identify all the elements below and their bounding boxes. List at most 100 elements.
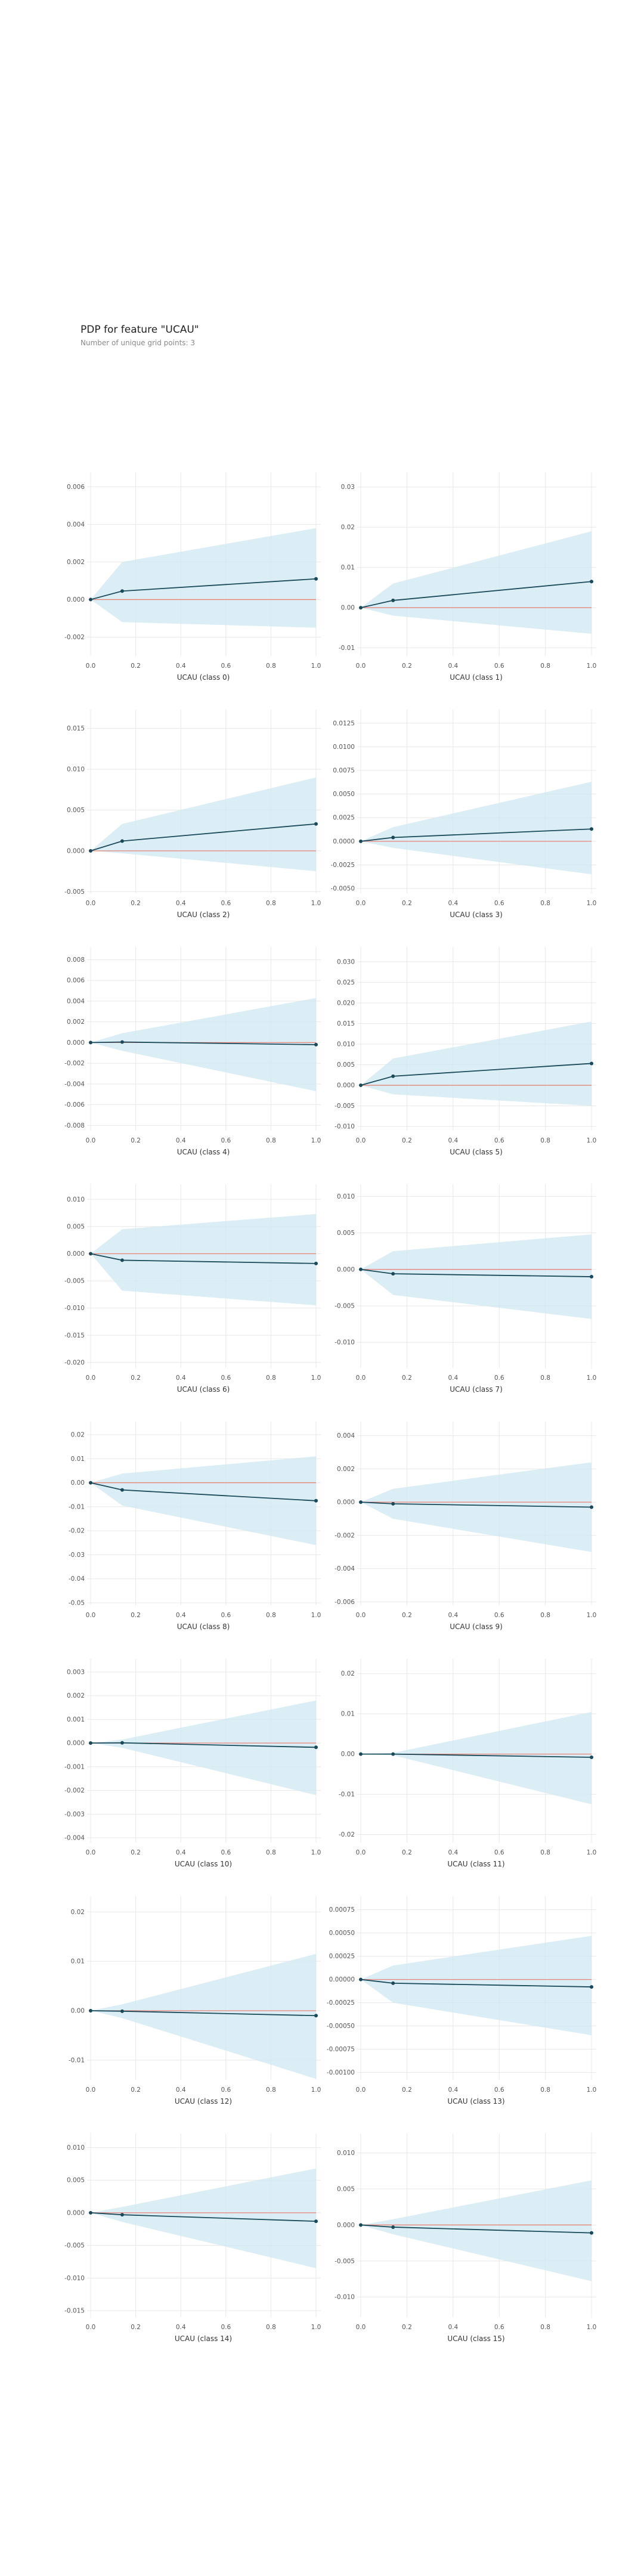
x-tick-label: 0.2 <box>131 1374 141 1382</box>
x-tick-label: 0.0 <box>356 1374 366 1382</box>
confidence-band <box>361 1021 592 1106</box>
x-tick-label: 0.8 <box>266 1612 276 1619</box>
y-tick-label: 0.00 <box>71 2008 85 2015</box>
x-tick-label: 0.0 <box>86 1137 96 1144</box>
y-tick-label: 0.010 <box>337 2150 355 2157</box>
y-tick-label: 0.002 <box>67 1692 85 1699</box>
y-tick-label: 0.00000 <box>329 1976 355 1983</box>
y-tick-label: -0.02 <box>69 1528 85 1535</box>
y-tick-label: 0.010 <box>67 766 85 773</box>
y-tick-label: 0.003 <box>67 1668 85 1676</box>
pdp-point <box>359 2223 363 2227</box>
x-tick-label: 1.0 <box>587 2324 597 2331</box>
x-tick-label: 0.6 <box>221 662 231 670</box>
page-title: PDP for feature "UCAU" <box>80 324 199 336</box>
x-tick-label: 0.2 <box>131 1849 141 1856</box>
x-tick-label: 0.8 <box>540 1137 550 1144</box>
pdp-point <box>89 1041 92 1045</box>
x-tick-label: 0.0 <box>356 2324 366 2331</box>
confidence-band <box>361 782 592 875</box>
pdp-chart-class-7: 0.0 0.2 0.4 0.6 0.8 1.0 -0.010 -0.005 0.000 0.005… <box>335 1184 596 1394</box>
x-tick-label: 0.0 <box>356 662 366 670</box>
y-tick-label: 0.005 <box>67 1223 85 1230</box>
y-tick-label: -0.00075 <box>327 2046 355 2053</box>
x-axis-label: UCAU (class 8) <box>177 1623 230 1631</box>
pdp-point <box>590 1061 593 1066</box>
x-axis-label: UCAU (class 4) <box>177 1148 230 1156</box>
x-axis-label: UCAU (class 7) <box>450 1385 503 1394</box>
y-tick-label: 0.008 <box>67 956 85 964</box>
y-tick-label: 0.005 <box>337 1230 355 1237</box>
confidence-band <box>91 777 316 872</box>
pdp-point <box>314 822 318 826</box>
y-tick-label: 0.00025 <box>329 1953 355 1960</box>
pdp-point <box>120 839 124 843</box>
confidence-band <box>361 1711 592 1804</box>
y-tick-label: 0.00 <box>341 1751 355 1758</box>
pdp-point <box>89 849 92 853</box>
y-tick-label: -0.010 <box>64 2275 85 2282</box>
x-axis-label: UCAU (class 5) <box>450 1148 503 1156</box>
x-tick-label: 0.4 <box>176 2086 186 2094</box>
x-tick-label: 0.6 <box>221 1612 231 1619</box>
x-tick-label: 0.6 <box>221 2086 231 2094</box>
x-tick-label: 0.6 <box>494 1137 504 1144</box>
x-tick-label: 0.8 <box>266 900 276 907</box>
y-tick-label: -0.02 <box>339 1831 355 1838</box>
x-tick-label: 0.2 <box>131 1137 141 1144</box>
pdp-point <box>590 580 593 584</box>
y-tick-label: 0.00 <box>341 605 355 612</box>
pdp-point <box>314 2219 318 2224</box>
x-tick-label: 0.6 <box>494 662 504 670</box>
x-tick-label: 0.6 <box>221 1374 231 1382</box>
y-tick-label: 0.0125 <box>333 720 355 727</box>
x-axis-label: UCAU (class 3) <box>450 911 503 919</box>
y-tick-label: -0.005 <box>335 2258 355 2265</box>
x-tick-label: 0.6 <box>221 1849 231 1856</box>
x-tick-label: 0.4 <box>176 900 186 907</box>
y-tick-label: 0.002 <box>67 1018 85 1026</box>
pdp-chart-class-12: 0.0 0.2 0.4 0.6 0.8 1.0 -0.01 0.00 0.01 0.02 UCAU … <box>69 1896 321 2106</box>
y-tick-label: 0.006 <box>67 977 85 984</box>
x-tick-label: 0.6 <box>221 2324 231 2331</box>
x-tick-label: 1.0 <box>587 662 597 670</box>
y-tick-label: -0.04 <box>69 1575 85 1583</box>
confidence-band <box>91 1213 316 1306</box>
x-tick-label: 0.8 <box>540 1612 550 1619</box>
y-tick-label: 0.000 <box>67 1250 85 1258</box>
pdp-point <box>359 1752 363 1756</box>
x-tick-label: 0.0 <box>86 2324 96 2331</box>
x-tick-label: 0.0 <box>86 662 96 670</box>
y-tick-label: 0.03 <box>341 484 355 491</box>
pdp-point <box>359 606 363 610</box>
pdp-point <box>391 1501 395 1506</box>
y-tick-label: -0.010 <box>64 1305 85 1312</box>
x-tick-label: 0.4 <box>448 900 458 907</box>
pdp-point <box>391 2225 395 2229</box>
x-tick-label: 0.6 <box>221 900 231 907</box>
x-tick-label: 0.4 <box>176 2324 186 2331</box>
x-tick-label: 0.4 <box>448 1612 458 1619</box>
y-tick-label: -0.010 <box>335 1339 355 1346</box>
x-tick-label: 0.8 <box>540 2086 550 2094</box>
y-tick-label: 0.000 <box>337 1499 355 1506</box>
x-tick-label: 0.0 <box>356 2086 366 2094</box>
pdp-point <box>89 1252 92 1256</box>
x-tick-label: 0.8 <box>540 1849 550 1856</box>
pdp-point <box>120 2009 124 2013</box>
y-tick-label: -0.004 <box>335 1565 355 1572</box>
x-tick-label: 0.0 <box>86 1374 96 1382</box>
y-tick-label: 0.030 <box>337 958 355 965</box>
pdp-chart-class-10: 0.0 0.2 0.4 0.6 0.8 1.0 -0.004 -0.003 -0.002 -0.0… <box>64 1659 321 1868</box>
y-tick-label: 0.004 <box>337 1432 355 1439</box>
x-tick-label: 0.0 <box>356 1137 366 1144</box>
x-tick-label: 0.4 <box>448 662 458 670</box>
x-tick-label: 0.8 <box>266 2324 276 2331</box>
pdp-chart-class-0: 0.0 0.2 0.4 0.6 0.8 1.0 -0.002 0.000 0.002 0.004 0… <box>64 472 321 682</box>
x-tick-label: 0.4 <box>176 1137 186 1144</box>
y-tick-label: 0.005 <box>67 2177 85 2184</box>
y-tick-label: 0.000 <box>337 2222 355 2229</box>
y-tick-label: -0.010 <box>335 1123 355 1131</box>
x-tick-label: 0.2 <box>131 900 141 907</box>
